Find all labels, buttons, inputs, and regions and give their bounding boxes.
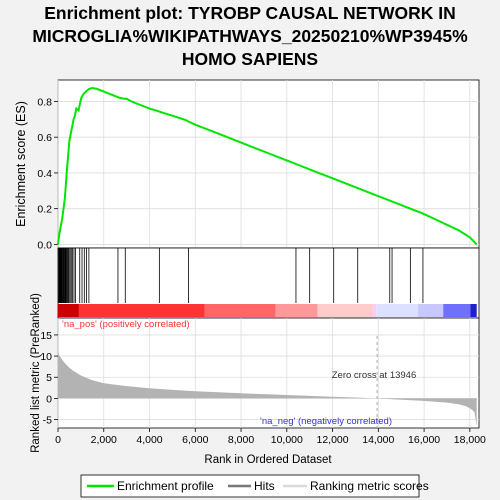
legend-enrichment-label: Enrichment profile	[117, 479, 214, 493]
rank-y-tick-label: 0	[46, 393, 52, 405]
color-bar-segment	[275, 304, 318, 317]
es-y-tick-label: 0.4	[37, 168, 52, 180]
es-y-ticks: 0.0 0.2 0.4 0.6 0.8	[37, 96, 58, 251]
color-bar-segment	[317, 304, 373, 317]
color-bar-segment	[204, 304, 276, 317]
rank-y-axis-label: Ranked list metric (PreRanked)	[30, 293, 42, 453]
rank-y-tick-label: 15	[40, 330, 52, 342]
ranking-color-bar	[58, 304, 477, 317]
x-tick-label: 14,000	[362, 434, 394, 446]
es-y-tick-label: 0.0	[37, 239, 52, 251]
es-y-tick-label: 0.2	[37, 204, 52, 216]
es-y-tick-label: 0.6	[37, 132, 52, 144]
es-panel	[57, 79, 480, 249]
rank-y-tick-label: 5	[46, 372, 52, 384]
chart-title-line-2: MICROGLIA%WIKIPATHWAYS_20250210%WP3945%	[32, 26, 468, 46]
es-grid	[57, 80, 479, 248]
x-axis-label: Rank in Ordered Dataset	[204, 454, 332, 466]
color-bar-segment	[58, 304, 79, 317]
zero-cross-label: Zero cross at 13946	[332, 370, 417, 381]
rank-metric-panel	[57, 317, 480, 429]
x-axis-ticks: 0 2,000 4,000 6,000 8,000 10,000 12,000 14,000 1…	[55, 428, 486, 446]
rank-y-tick-label: 10	[40, 351, 52, 363]
negative-correlation-label: 'na_neg' (negatively correlated)	[260, 416, 392, 427]
x-tick-label: 6,000	[182, 434, 208, 446]
ranking-metric-area	[58, 349, 477, 426]
enrichment-profile-line	[57, 86, 478, 246]
rank-y-ticks: -5 0 5 10 15	[40, 330, 58, 427]
color-bar-segment	[418, 304, 444, 317]
legend-hits-label: Hits	[254, 479, 275, 493]
x-tick-label: 10,000	[271, 434, 303, 446]
color-bar-segment	[470, 304, 477, 317]
x-tick-label: 16,000	[408, 434, 440, 446]
es-y-tick-label: 0.8	[37, 96, 52, 108]
x-tick-label: 18,000	[454, 434, 486, 446]
color-bar-segment	[443, 304, 471, 317]
color-bar-segment	[376, 304, 419, 317]
legend: Enrichment profile Hits Ranking metric s…	[80, 474, 429, 498]
x-tick-label: 12,000	[317, 434, 349, 446]
chart-title-line-1: Enrichment plot: TYROBP CAUSAL NETWORK I…	[44, 3, 456, 23]
x-tick-label: 0	[55, 434, 61, 446]
chart-title-line-3: HOMO SAPIENS	[182, 49, 318, 69]
es-y-axis-label: Enrichment score (ES)	[14, 101, 28, 227]
color-bar-segment	[372, 304, 377, 317]
positive-correlation-label: 'na_pos' (positively correlated)	[62, 319, 190, 330]
x-tick-label: 2,000	[91, 434, 117, 446]
x-tick-label: 8,000	[228, 434, 254, 446]
hit-marks	[58, 248, 424, 303]
rank-y-tick-label: -5	[43, 415, 52, 427]
legend-metric-label: Ranking metric scores	[310, 479, 429, 493]
x-tick-label: 4,000	[136, 434, 162, 446]
color-bar-segment	[78, 304, 205, 317]
